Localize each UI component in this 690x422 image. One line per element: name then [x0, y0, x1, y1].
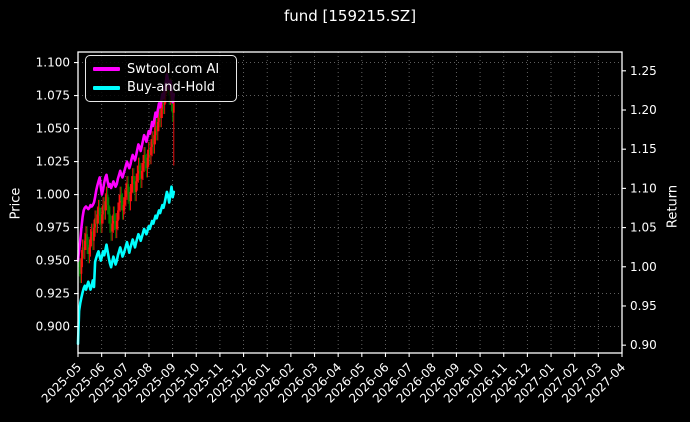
legend-label: Buy-and-Hold [127, 80, 216, 96]
y-left-tick-label: 1.025 [36, 155, 70, 169]
y-left-tick-label: 1.075 [36, 89, 70, 103]
plot-border [77, 51, 623, 354]
y-left-tick-label: 1.050 [36, 122, 70, 136]
legend-item-strategy: Swtool.com AI [93, 62, 229, 77]
y-left-tick-label: 0.925 [36, 287, 70, 301]
legend-item-buyhold: Buy-and-Hold [93, 80, 229, 95]
legend-line-swatch-magenta [93, 67, 120, 71]
legend-line-swatch-cyan [93, 86, 120, 90]
candlestick-series [77, 67, 175, 284]
y-right-tick-label: 0.95 [630, 299, 657, 313]
line-series-buyhold [76, 185, 176, 346]
y-right-tick-label: 1.20 [630, 103, 657, 117]
y-right-tick-label: 1.05 [630, 221, 657, 235]
y-right-tick-label: 1.10 [630, 181, 657, 195]
y-left-tick-label: 1.000 [36, 188, 70, 202]
y-left-tick-label: 0.900 [36, 320, 70, 334]
y-right-tick-label: 1.00 [630, 260, 657, 274]
axis-ticks [74, 62, 626, 357]
y-right-tick-label: 1.25 [630, 64, 657, 78]
y-right-tick-label: 0.90 [630, 338, 657, 352]
legend: Swtool.com AI Buy-and-Hold [85, 55, 237, 102]
legend-label: Swtool.com AI [127, 61, 220, 77]
y-left-tick-label: 1.100 [36, 56, 70, 70]
y-right-tick-label: 1.15 [630, 142, 657, 156]
line-series-strategy [76, 73, 176, 262]
y-left-tick-label: 0.950 [36, 254, 70, 268]
gridlines [77, 52, 623, 353]
chart-title: fund [159215.SZ] [283, 7, 417, 25]
y-left-tick-label: 0.975 [36, 221, 70, 235]
